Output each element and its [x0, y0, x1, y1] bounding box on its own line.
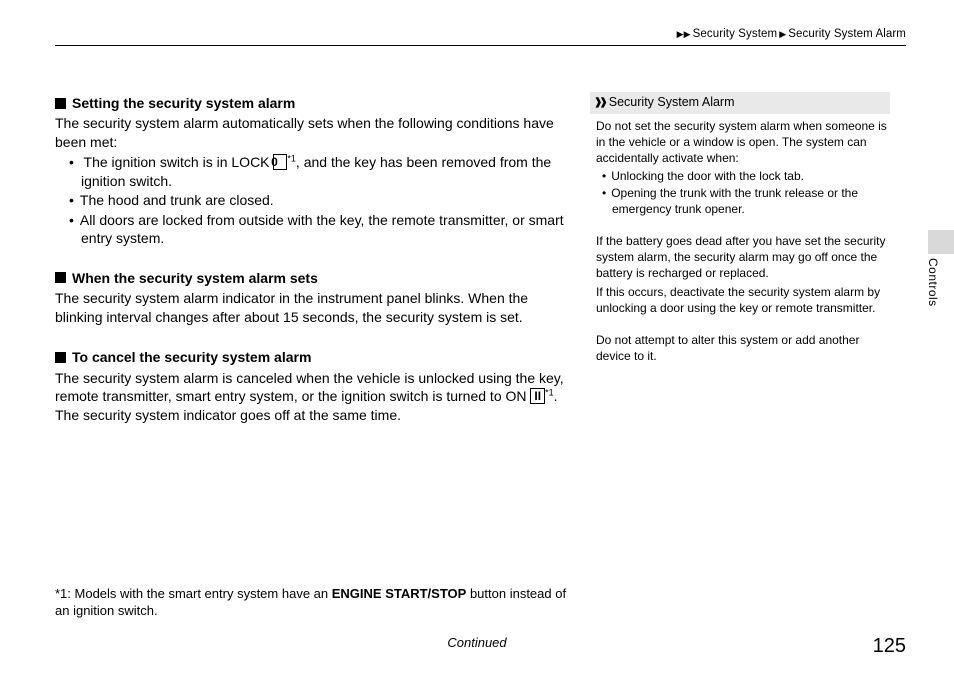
bullet-text-part: The ignition switch is in LOCK — [84, 154, 274, 170]
section-intro: The security system alarm automatically … — [55, 114, 575, 151]
footnote: *1: Models with the smart entry system h… — [55, 586, 575, 620]
list-item: Unlocking the door with the lock tab. — [596, 168, 888, 184]
breadcrumb-part-1: Security System — [693, 28, 778, 40]
sidebar-paragraph: Do not attempt to alter this system or a… — [596, 332, 888, 364]
section-paragraph: The security system alarm indicator in t… — [55, 289, 575, 326]
breadcrumb-part-2: Security System Alarm — [788, 28, 906, 40]
list-item: Opening the trunk with the trunk release… — [596, 185, 888, 217]
square-bullet-icon — [55, 352, 66, 363]
square-bullet-icon — [55, 272, 66, 283]
sidebar-body: Do not set the security system alarm whe… — [590, 114, 890, 364]
sidebar-paragraph: If the battery goes dead after you have … — [596, 233, 888, 282]
list-item: The hood and trunk are closed. — [55, 191, 575, 209]
header-divider — [55, 45, 906, 46]
manual-page: ▶▶ Security System ▶ Security System Ala… — [0, 0, 954, 674]
breadcrumb-arrow-icon: ▶ — [779, 29, 786, 40]
breadcrumb: ▶▶ Security System ▶ Security System Ala… — [677, 28, 906, 40]
section-tab-label: Controls — [924, 258, 940, 307]
list-item: The ignition switch is in LOCK 0*1, and … — [55, 153, 575, 190]
sidebar-paragraph: If this occurs, deactivate the security … — [596, 284, 888, 316]
section-title: Setting the security system alarm — [72, 94, 295, 112]
section-paragraph: The security system alarm is canceled wh… — [55, 369, 575, 424]
section-tab-marker — [928, 230, 954, 254]
footnote-text-part: *1: Models with the smart entry system h… — [55, 586, 332, 601]
info-sidebar: ❱❱ Security System Alarm Do not set the … — [590, 92, 890, 366]
main-column: Setting the security system alarm The se… — [55, 94, 575, 426]
section-heading-cancel: To cancel the security system alarm — [55, 348, 575, 366]
on-position-key-icon: II — [530, 388, 545, 404]
page-number: 125 — [873, 635, 906, 658]
footnote-ref: *1 — [545, 387, 554, 397]
sidebar-title: Security System Alarm — [609, 94, 735, 111]
footnote-bold: ENGINE START/STOP — [332, 586, 467, 601]
section-heading-when-sets: When the security system alarm sets — [55, 269, 575, 287]
section-title: When the security system alarm sets — [72, 269, 318, 287]
paragraph-text-part: The security system alarm is canceled wh… — [55, 370, 564, 404]
section-title: To cancel the security system alarm — [72, 348, 311, 366]
breadcrumb-arrow-icon: ▶▶ — [677, 29, 691, 40]
sidebar-list: Unlocking the door with the lock tab. Op… — [596, 168, 888, 217]
section-heading-setting: Setting the security system alarm — [55, 94, 575, 112]
sidebar-paragraph: Do not set the security system alarm whe… — [596, 118, 888, 167]
conditions-list: The ignition switch is in LOCK 0*1, and … — [55, 153, 575, 247]
footnote-ref: *1 — [287, 154, 296, 164]
sidebar-header: ❱❱ Security System Alarm — [590, 92, 890, 114]
list-item: All doors are locked from outside with t… — [55, 211, 575, 248]
continued-label: Continued — [0, 635, 954, 650]
lock-position-key-icon: 0 — [273, 154, 287, 170]
chevron-right-icon: ❱❱ — [594, 96, 605, 110]
square-bullet-icon — [55, 98, 66, 109]
